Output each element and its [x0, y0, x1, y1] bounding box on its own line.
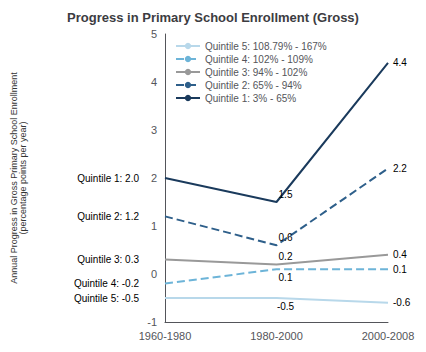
svg-text:Quintile 2: 1.2: Quintile 2: 1.2: [77, 211, 139, 222]
svg-text:1980-2000: 1980-2000: [250, 330, 303, 342]
svg-text:0.4: 0.4: [393, 249, 407, 260]
svg-text:Annual Progress in Gross Prima: Annual Progress in Gross Primary School …: [8, 72, 19, 284]
svg-text:4: 4: [151, 76, 157, 88]
svg-text:0.1: 0.1: [279, 272, 293, 283]
svg-text:1: 1: [151, 220, 157, 232]
svg-text:Quintile 4: 102% - 109%: Quintile 4: 102% - 109%: [205, 54, 313, 65]
svg-text:1960-1980: 1960-1980: [139, 330, 192, 342]
svg-text:0: 0: [151, 268, 157, 280]
svg-text:Quintile 3: 94% - 102%: Quintile 3: 94% - 102%: [205, 67, 307, 78]
svg-text:Quintile 5: -0.5: Quintile 5: -0.5: [74, 293, 139, 304]
svg-text:2.2: 2.2: [393, 163, 407, 174]
svg-text:2000-2008: 2000-2008: [362, 330, 415, 342]
svg-text:-0.6: -0.6: [393, 297, 411, 308]
svg-text:-1: -1: [147, 316, 157, 328]
svg-text:Quintile 5: 108.79% - 167%: Quintile 5: 108.79% - 167%: [205, 41, 327, 52]
svg-text:0.1: 0.1: [393, 264, 407, 275]
svg-text:2: 2: [151, 172, 157, 184]
svg-text:Quintile 2: 65% - 94%: Quintile 2: 65% - 94%: [205, 80, 302, 91]
svg-text:Progress in Primary School Enr: Progress in Primary School Enrollment (G…: [67, 10, 359, 25]
svg-text:1.5: 1.5: [279, 189, 293, 200]
svg-text:5: 5: [151, 28, 157, 40]
svg-text:(percentage points per year): (percentage points per year): [18, 121, 28, 234]
svg-text:4.4: 4.4: [393, 57, 407, 68]
svg-text:0.6: 0.6: [279, 232, 293, 243]
svg-text:3: 3: [151, 124, 157, 136]
svg-text:Quintile 1: 3% - 65%: Quintile 1: 3% - 65%: [205, 93, 296, 104]
svg-text:-0.5: -0.5: [277, 301, 295, 312]
svg-text:Quintile 3: 0.3: Quintile 3: 0.3: [77, 254, 139, 265]
svg-text:0.2: 0.2: [279, 251, 293, 262]
svg-text:Quintile 4: -0.2: Quintile 4: -0.2: [74, 278, 139, 289]
svg-text:Quintile 1: 2.0: Quintile 1: 2.0: [77, 173, 139, 184]
